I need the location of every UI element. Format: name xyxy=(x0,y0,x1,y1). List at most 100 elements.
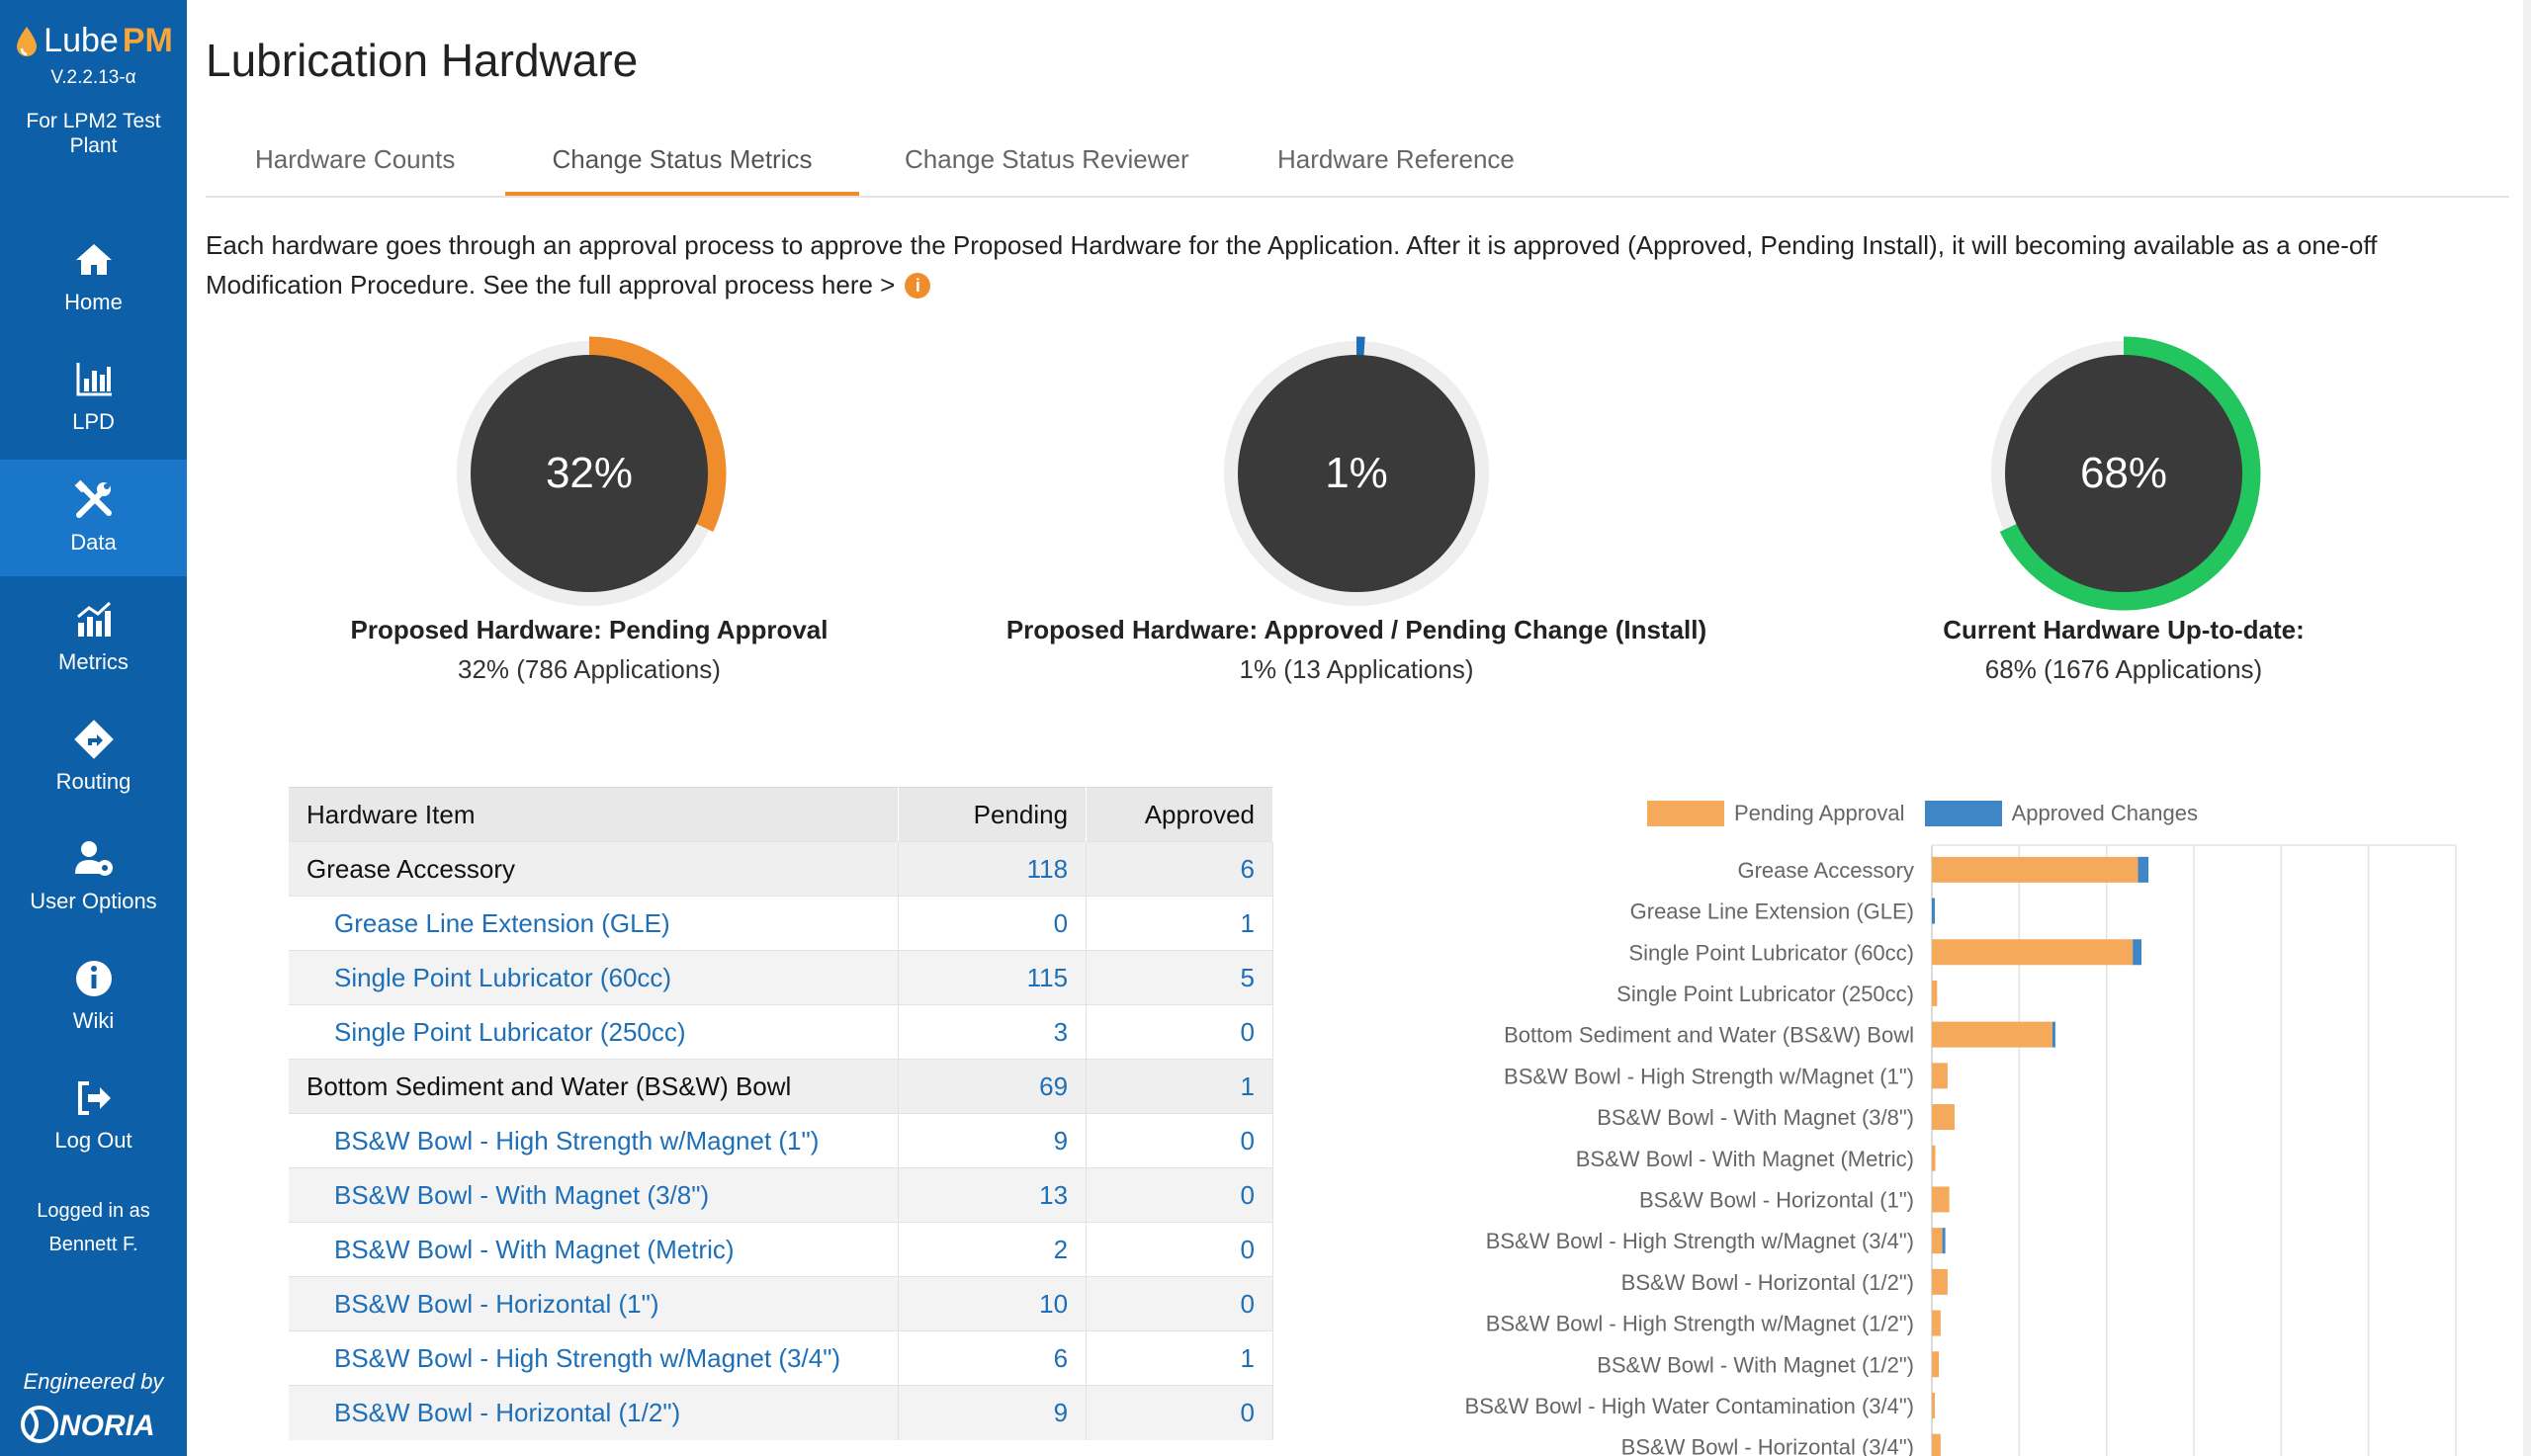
nav-routing[interactable]: Routing xyxy=(0,699,187,815)
hardware-item-link[interactable]: Single Point Lubricator (250cc) xyxy=(289,1004,900,1060)
info-icon[interactable]: i xyxy=(905,273,931,299)
hardware-table: Hardware Item Pending Approved Grease Ac… xyxy=(289,787,1273,1440)
routing-icon xyxy=(74,720,114,759)
tab-change-status-metrics[interactable]: Change Status Metrics xyxy=(505,136,859,196)
pending-count[interactable]: 69 xyxy=(898,1059,1088,1114)
approved-count[interactable]: 1 xyxy=(1086,1059,1273,1114)
table-row[interactable]: Single Point Lubricator (60cc) 115 5 xyxy=(289,950,1273,1005)
pending-count[interactable]: 10 xyxy=(898,1276,1088,1331)
bar-pending-approval[interactable] xyxy=(1932,1145,1936,1171)
tab-change-status-reviewer[interactable]: Change Status Reviewer xyxy=(905,144,1189,174)
kpi-subtitle-hardware-up-to-date: 68% (1676 Applications) xyxy=(1984,654,2263,684)
hardware-item-link[interactable]: BS&W Bowl - High Strength w/Magnet (1") xyxy=(289,1113,900,1168)
logged-in-label: Logged in as xyxy=(37,1200,150,1222)
bar-approved-changes[interactable] xyxy=(1942,1228,1946,1254)
logged-in-user: Bennett F. xyxy=(48,1234,138,1255)
bar-approved-changes[interactable] xyxy=(2133,939,2141,966)
nav-label: Data xyxy=(70,530,117,555)
pending-count[interactable]: 13 xyxy=(898,1167,1088,1223)
table-row[interactable]: Bottom Sediment and Water (BS&W) Bowl 69 1 xyxy=(289,1059,1273,1114)
table-row[interactable]: Single Point Lubricator (250cc) 3 0 xyxy=(289,1004,1273,1060)
table-row[interactable]: BS&W Bowl - With Magnet (3/8") 13 0 xyxy=(289,1167,1273,1223)
chart-category-label: BS&W Bowl - With Magnet (1/2") xyxy=(1597,1352,1914,1377)
pending-count[interactable]: 118 xyxy=(898,841,1088,897)
chart-category-label: Bottom Sediment and Water (BS&W) Bowl xyxy=(1504,1023,1914,1048)
brand-suffix: PM xyxy=(122,22,173,59)
approved-count[interactable]: 0 xyxy=(1086,1004,1273,1060)
approved-count[interactable]: 0 xyxy=(1086,1276,1273,1331)
bar-pending-approval[interactable] xyxy=(1932,856,2138,883)
approved-count[interactable]: 0 xyxy=(1086,1385,1273,1440)
hardware-item-link[interactable]: BS&W Bowl - Horizontal (1") xyxy=(289,1276,900,1331)
approved-count[interactable]: 6 xyxy=(1086,841,1273,897)
donut-percent: 32% xyxy=(545,449,634,497)
hardware-item-link[interactable]: Grease Line Extension (GLE) xyxy=(289,896,900,951)
nav-metrics[interactable]: Metrics xyxy=(0,579,187,696)
approved-count[interactable]: 1 xyxy=(1086,896,1273,951)
table-row[interactable]: BS&W Bowl - High Strength w/Magnet (3/4"… xyxy=(289,1330,1273,1386)
table-row[interactable]: BS&W Bowl - High Strength w/Magnet (1") 9… xyxy=(289,1113,1273,1168)
tab-hardware-reference[interactable]: Hardware Reference xyxy=(1277,144,1515,174)
pending-count[interactable]: 2 xyxy=(898,1222,1088,1277)
approved-count[interactable]: 1 xyxy=(1086,1330,1273,1386)
nav-wiki[interactable]: Wiki xyxy=(0,938,187,1055)
nav-data[interactable]: Data xyxy=(0,460,187,576)
oil-drop-icon xyxy=(14,25,40,58)
bar-pending-approval[interactable] xyxy=(1932,1228,1943,1254)
hardware-item-link[interactable]: Single Point Lubricator (60cc) xyxy=(289,950,900,1005)
approved-count[interactable]: 5 xyxy=(1086,950,1273,1005)
hardware-group-name: Bottom Sediment and Water (BS&W) Bowl xyxy=(289,1059,900,1114)
table-row[interactable]: Grease Accessory 118 6 xyxy=(289,841,1273,897)
bar-pending-approval[interactable] xyxy=(1932,1063,1948,1089)
bar-pending-approval[interactable] xyxy=(1932,1186,1950,1213)
approved-count[interactable]: 0 xyxy=(1086,1113,1273,1168)
bar-pending-approval[interactable] xyxy=(1932,1104,1955,1131)
pending-count[interactable]: 0 xyxy=(898,896,1088,951)
column-header-pending[interactable]: Pending xyxy=(898,787,1088,842)
chart-category-label: BS&W Bowl - With Magnet (3/8") xyxy=(1597,1105,1914,1130)
pending-count[interactable]: 6 xyxy=(898,1330,1088,1386)
legend-label-approved[interactable]: Approved Changes xyxy=(2011,801,2198,825)
hardware-item-link[interactable]: BS&W Bowl - With Magnet (Metric) xyxy=(289,1222,900,1277)
table-row[interactable]: BS&W Bowl - With Magnet (Metric) 2 0 xyxy=(289,1222,1273,1277)
bar-pending-approval[interactable] xyxy=(1932,1392,1935,1418)
donut-pending-approval: 32% xyxy=(446,330,733,617)
hardware-bar-chart: Grease Accessory Grease Line Extension (G… xyxy=(1465,844,2457,1456)
nav-user-options[interactable]: User Options xyxy=(0,818,187,935)
bar-pending-approval[interactable] xyxy=(1932,1351,1940,1378)
hardware-group-name: Grease Accessory xyxy=(289,841,900,897)
pending-count[interactable]: 115 xyxy=(898,950,1088,1005)
table-row[interactable]: BS&W Bowl - Horizontal (1") 10 0 xyxy=(289,1276,1273,1331)
nav-home[interactable]: Home xyxy=(0,219,187,336)
pending-count[interactable]: 3 xyxy=(898,1004,1088,1060)
app-version: V.2.2.13-α xyxy=(50,66,136,88)
bar-approved-changes[interactable] xyxy=(2051,1021,2055,1048)
approved-count[interactable]: 0 xyxy=(1086,1222,1273,1277)
hardware-item-link[interactable]: BS&W Bowl - Horizontal (1/2") xyxy=(289,1385,900,1440)
nav-logout[interactable]: Log Out xyxy=(0,1058,187,1174)
bar-approved-changes[interactable] xyxy=(2138,856,2149,883)
column-header-item[interactable]: Hardware Item xyxy=(289,787,900,842)
bar-pending-approval[interactable] xyxy=(1932,1310,1941,1336)
bar-pending-approval[interactable] xyxy=(1932,1268,1948,1295)
approved-count[interactable]: 0 xyxy=(1086,1167,1273,1223)
chart-category-label: Grease Line Extension (GLE) xyxy=(1630,899,1914,924)
hardware-item-link[interactable]: BS&W Bowl - High Strength w/Magnet (3/4"… xyxy=(289,1330,900,1386)
legend-label-pending[interactable]: Pending Approval xyxy=(1734,801,1905,825)
lubepm-logo[interactable]: Lube PM xyxy=(14,22,173,60)
table-row[interactable]: Grease Line Extension (GLE) 0 1 xyxy=(289,896,1273,951)
bar-pending-approval[interactable] xyxy=(1932,1433,1941,1456)
bar-approved-changes[interactable] xyxy=(1932,898,1935,924)
nav-lpd[interactable]: LPD xyxy=(0,339,187,456)
pending-count[interactable]: 9 xyxy=(898,1385,1088,1440)
page-scrollbar[interactable] xyxy=(2523,0,2531,1456)
bar-pending-approval[interactable] xyxy=(1932,1021,2052,1048)
pending-count[interactable]: 9 xyxy=(898,1113,1088,1168)
table-row[interactable]: BS&W Bowl - Horizontal (1/2") 9 0 xyxy=(289,1385,1273,1440)
hardware-item-link[interactable]: BS&W Bowl - With Magnet (3/8") xyxy=(289,1167,900,1223)
bar-pending-approval[interactable] xyxy=(1932,980,1938,1006)
bar-pending-approval[interactable] xyxy=(1932,939,2134,966)
brand-prefix: Lube xyxy=(44,22,119,59)
column-header-approved[interactable]: Approved xyxy=(1086,787,1273,842)
tab-hardware-counts[interactable]: Hardware Counts xyxy=(255,144,456,174)
